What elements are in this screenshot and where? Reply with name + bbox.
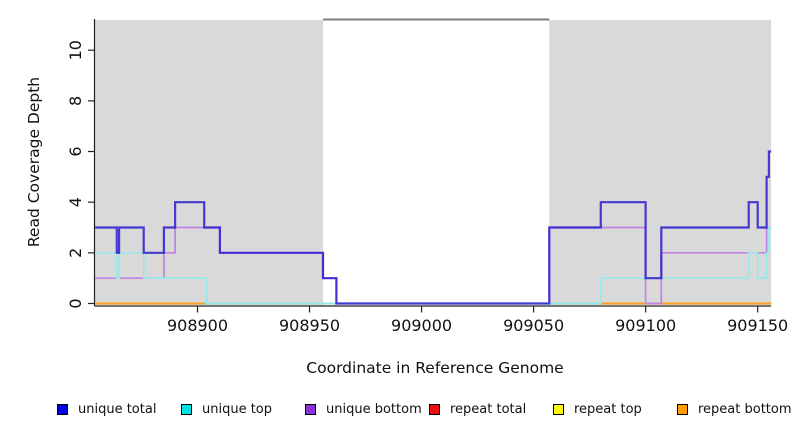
repeat-top-swatch-icon [553,403,564,415]
x-tick-label: 908950 [279,316,340,335]
legend-item-unique-top: unique top [181,401,272,417]
x-tick-label: 909000 [391,316,452,335]
x-axis-title: Coordinate in Reference Genome [306,359,564,377]
unique-bottom-swatch-icon [305,403,316,415]
repeat-bottom-swatch-icon [677,403,688,415]
y-axis-title: Read Coverage Depth [25,76,43,248]
legend-label: repeat total [450,401,527,417]
series-line-unique-total [95,150,772,305]
series-line-unique-top [95,226,772,305]
legend-label: repeat top [574,401,642,417]
repeat-total-swatch-icon [429,403,440,415]
y-tick-label: 6 [66,146,85,156]
y-tick-label: 8 [66,96,85,106]
left-shaded-region [94,20,323,305]
unique-total-swatch-icon [57,403,68,415]
legend-label: unique bottom [326,401,422,417]
x-tick-label: 909100 [615,316,676,335]
y-tick-label: 10 [66,40,85,60]
legend-item-unique-total: unique total [57,401,156,417]
legend: unique total unique top unique bottom re… [0,401,792,421]
x-tick-label: 909050 [503,316,564,335]
legend-item-repeat-bottom: repeat bottom [677,401,792,417]
unique-top-swatch-icon [181,403,192,415]
legend-label: unique total [78,401,157,417]
x-tick-label: 908900 [167,316,228,335]
legend-item-unique-bottom: unique bottom [305,401,422,417]
y-tick-label: 4 [66,197,85,207]
legend-item-repeat-total: repeat total [429,401,526,417]
x-tick-label: 909150 [727,316,788,335]
y-tick-label: 0 [66,298,85,308]
legend-label: unique top [202,401,273,417]
legend-label: repeat bottom [698,401,792,417]
y-tick-label: 2 [66,248,85,258]
legend-item-repeat-top: repeat top [553,401,642,417]
